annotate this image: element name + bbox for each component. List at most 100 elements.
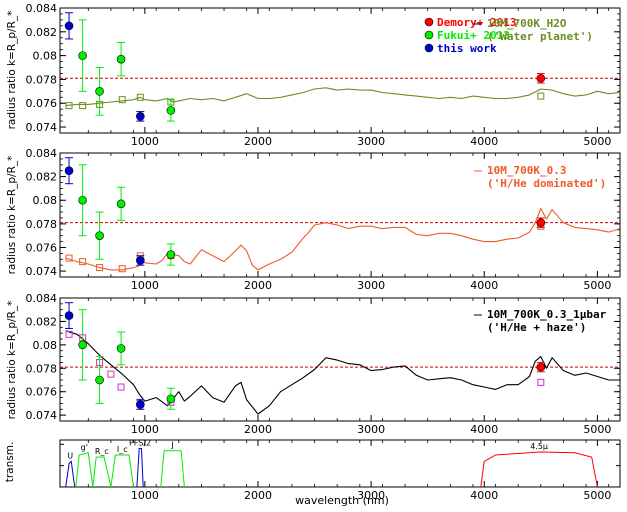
data-point [136,112,145,121]
data-point [116,199,126,209]
binned-model-point [65,102,73,110]
legend-model-name: 10M_700K_0.3_1μbar [487,308,607,321]
data-point [95,231,104,240]
y-tick-label: 0.078 [26,218,58,231]
y-tick-label: 0.074 [26,121,58,134]
x-tick-label: 3000 [357,489,385,502]
legend-model-name: 10M_700K_H2O [487,17,567,30]
y-tick-label: 0.076 [26,97,58,110]
filter-label: R_c [95,447,109,456]
binned-model-point [118,96,126,104]
binned-model-point [537,378,545,386]
data-point [78,195,87,205]
x-tick-label: 4000 [470,489,498,502]
filter-label: 4.5μ [530,442,548,451]
legend-model-desc: ('H/He + haze') [487,321,586,334]
y-axis-label: radius ratio k=R_p/R_* [6,301,18,420]
data-point [64,21,74,31]
plot-area [60,12,620,122]
panel-hhe-haze: radius ratio k=R_p/R_* 1000 2000 3000 4000 5… [6,292,621,436]
legend-label-demory: Demory+ 2013 [437,16,516,29]
model-curve [65,87,620,107]
data-point [78,51,87,60]
x-tick-label: 2000 [244,423,272,436]
x-tick-label: 3000 [357,135,385,148]
plot-area [60,157,620,273]
axes-frame [59,152,621,278]
x-tick-label: 4000 [470,423,498,436]
legend-label-this-work: this work [437,42,497,55]
legend: 10M_700K_0.3 ('H/He dominated') [474,164,606,190]
axes-frame [59,297,621,422]
plot-area [60,302,620,415]
data-point [116,344,126,353]
filter-label: J [170,441,173,450]
x-tick-label: 2000 [244,279,272,292]
y-tick-label: 0.084 [26,147,58,160]
axes: 1000 2000 3000 4000 5000 0.074 0.076 0.078 0.08 0… [26,147,621,292]
legend-marker-fukui [424,30,434,40]
filter-label: U [67,451,73,460]
binned-model-point [79,258,87,266]
binned-model-point [96,264,104,272]
y-axis-label: radius ratio k=R_p/R_* [6,156,18,275]
panel-water-planet: radius ratio k=R_p/R_* 1000 2000 3000 4000 5… [6,2,621,148]
x-tick-label: 1000 [131,489,159,502]
y-tick-label: 0.08 [33,339,58,352]
x-tick-label: 1000 [131,135,159,148]
x-tick-label: 1000 [131,423,159,436]
legend-label-fukui: Fukui+ 2013 [437,29,510,42]
x-tick-label: 1000 [131,279,159,292]
binned-model-point [136,93,144,101]
binned-model-point [107,370,115,378]
model-curve [65,330,620,415]
data-point [64,311,74,320]
filter-curve [92,456,112,487]
binned-model-point [118,265,126,273]
x-tick-label: 4000 [470,135,498,148]
axes-frame [59,439,621,488]
binned-model-point [117,383,125,391]
legend-model-name: 10M_700K_0.3 [487,164,566,177]
y-tick-label: 0.074 [26,265,58,278]
plot-area [65,448,598,487]
model-curve [65,207,620,271]
x-tick-label: 2000 [244,489,272,502]
legend: Demory+ 2013 Fukui+ 2013 this work 10M_7… [424,16,593,55]
y-tick-label: 0.078 [26,362,58,375]
y-tick-label: 0.078 [26,73,58,86]
axes: 1000 2000 3000 4000 5000 0.074 0.076 0.078 0.08 0… [26,292,621,436]
y-tick-label: 0.082 [26,26,58,39]
data-point [536,362,546,372]
x-tick-label: 3000 [357,423,385,436]
x-tick-label: 4000 [470,279,498,292]
y-tick-label: 0.082 [26,315,58,328]
data-point [78,340,87,350]
data-point [136,256,145,265]
filter-curve [65,460,76,487]
legend-marker-demory [424,17,434,27]
axes: 1000 2000 3000 4000 5000 [59,439,621,502]
binned-model-point [79,102,87,110]
filter-label: PFS/2 [129,439,151,448]
filter-curve [136,448,144,487]
binned-model-point [537,92,545,100]
filter-curve [480,451,598,487]
data-point [64,166,74,176]
data-point [166,394,176,404]
data-point [536,73,546,83]
legend-model-desc: ('H/He dominated') [487,177,606,190]
data-point [166,250,176,259]
x-tick-label: 5000 [583,423,611,436]
filter-label: g' [81,443,88,452]
binned-model-point [65,254,73,262]
y-tick-label: 0.074 [26,409,58,422]
filter-curve [160,450,185,487]
legend: 10M_700K_0.3_1μbar ('H/He + haze') [474,308,607,334]
data-point [166,106,176,115]
y-tick-label: 0.08 [33,194,58,207]
legend-marker-this-work [424,43,434,53]
y-tick-label: 0.084 [26,2,58,15]
data-point [95,375,104,385]
x-axis-label: wavelength (nm) [295,494,389,507]
